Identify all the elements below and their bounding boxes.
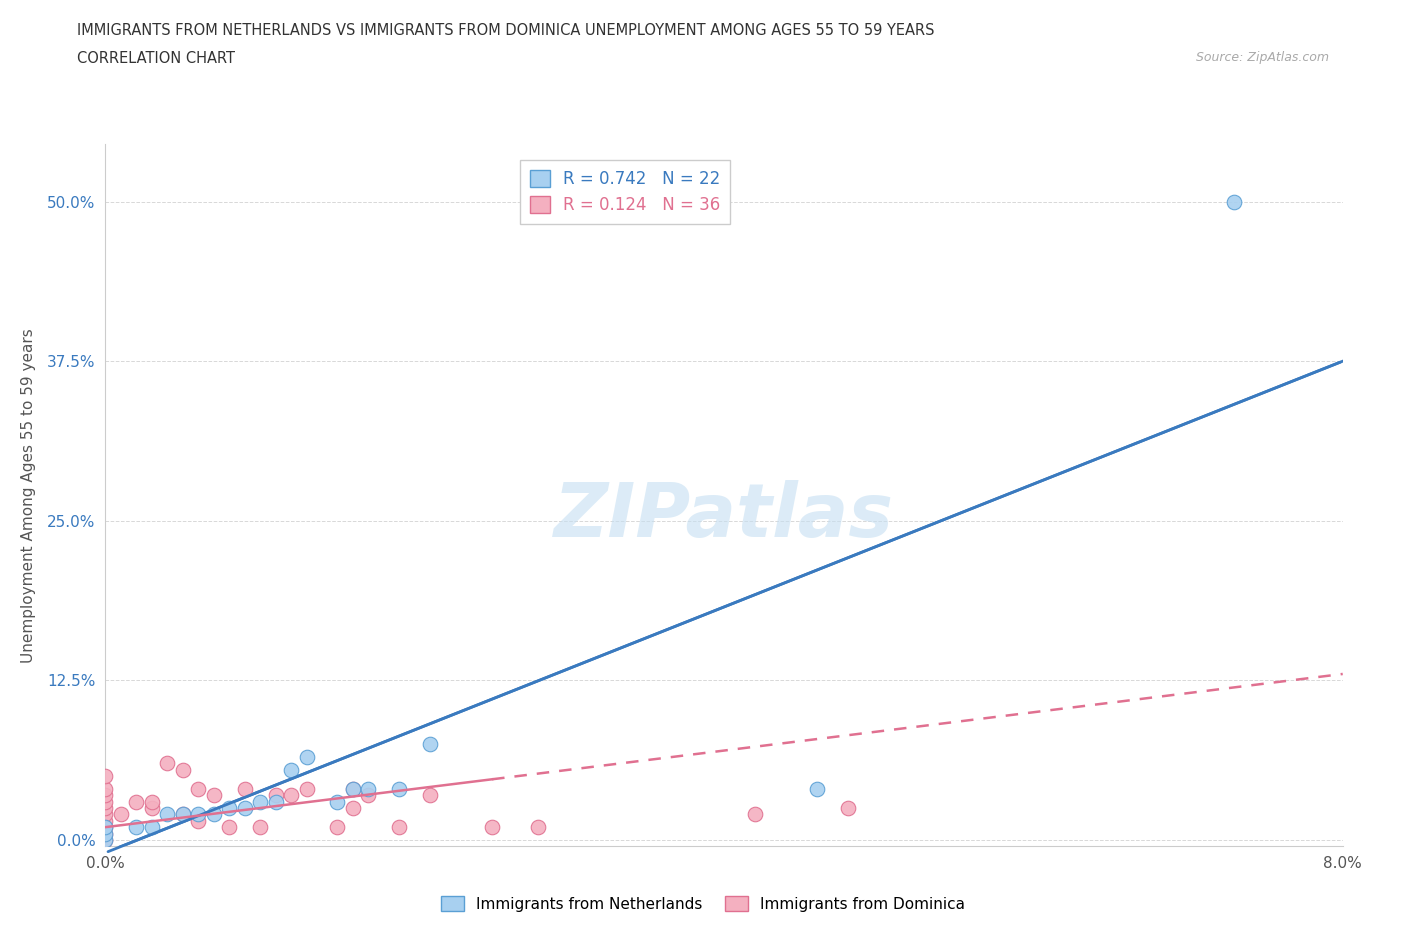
Point bbox=[388, 819, 411, 834]
Point bbox=[233, 781, 256, 796]
Point bbox=[94, 832, 117, 847]
Point bbox=[141, 794, 163, 809]
Point bbox=[94, 819, 117, 834]
Point bbox=[141, 801, 163, 816]
Legend: Immigrants from Netherlands, Immigrants from Dominica: Immigrants from Netherlands, Immigrants … bbox=[434, 889, 972, 918]
Legend: R = 0.742   N = 22, R = 0.124   N = 36: R = 0.742 N = 22, R = 0.124 N = 36 bbox=[520, 160, 730, 224]
Point bbox=[326, 819, 349, 834]
Point bbox=[125, 794, 148, 809]
Point bbox=[342, 781, 364, 796]
Point bbox=[94, 819, 117, 834]
Point bbox=[187, 807, 209, 822]
Point bbox=[233, 801, 256, 816]
Point bbox=[110, 807, 132, 822]
Point bbox=[156, 807, 179, 822]
Point bbox=[202, 807, 225, 822]
Point bbox=[388, 781, 411, 796]
Point bbox=[264, 794, 287, 809]
Point bbox=[156, 756, 179, 771]
Point bbox=[280, 788, 302, 803]
Point bbox=[249, 794, 271, 809]
Point bbox=[94, 832, 117, 847]
Point bbox=[94, 781, 117, 796]
Point bbox=[295, 781, 318, 796]
Point bbox=[419, 737, 441, 751]
Point bbox=[141, 819, 163, 834]
Point bbox=[295, 750, 318, 764]
Point bbox=[172, 763, 194, 777]
Point bbox=[481, 819, 503, 834]
Point bbox=[94, 801, 117, 816]
Text: CORRELATION CHART: CORRELATION CHART bbox=[77, 51, 235, 66]
Point bbox=[94, 826, 117, 841]
Point bbox=[94, 768, 117, 783]
Point bbox=[202, 788, 225, 803]
Point bbox=[94, 826, 117, 841]
Point bbox=[249, 819, 271, 834]
Point bbox=[357, 781, 380, 796]
Point bbox=[125, 819, 148, 834]
Point bbox=[1223, 194, 1246, 209]
Point bbox=[527, 819, 550, 834]
Point bbox=[357, 788, 380, 803]
Point bbox=[94, 807, 117, 822]
Point bbox=[326, 794, 349, 809]
Point bbox=[218, 801, 240, 816]
Point bbox=[94, 814, 117, 829]
Point bbox=[264, 788, 287, 803]
Point bbox=[187, 781, 209, 796]
Y-axis label: Unemployment Among Ages 55 to 59 years: Unemployment Among Ages 55 to 59 years bbox=[21, 328, 37, 662]
Point bbox=[419, 788, 441, 803]
Point bbox=[280, 763, 302, 777]
Text: IMMIGRANTS FROM NETHERLANDS VS IMMIGRANTS FROM DOMINICA UNEMPLOYMENT AMONG AGES : IMMIGRANTS FROM NETHERLANDS VS IMMIGRANT… bbox=[77, 23, 935, 38]
Point bbox=[342, 801, 364, 816]
Point bbox=[94, 788, 117, 803]
Text: ZIPatlas: ZIPatlas bbox=[554, 480, 894, 552]
Point bbox=[744, 807, 766, 822]
Point bbox=[172, 807, 194, 822]
Point bbox=[342, 781, 364, 796]
Point bbox=[837, 801, 859, 816]
Text: Source: ZipAtlas.com: Source: ZipAtlas.com bbox=[1195, 51, 1329, 64]
Point bbox=[94, 794, 117, 809]
Point bbox=[218, 819, 240, 834]
Point bbox=[172, 807, 194, 822]
Point bbox=[806, 781, 828, 796]
Point bbox=[187, 814, 209, 829]
